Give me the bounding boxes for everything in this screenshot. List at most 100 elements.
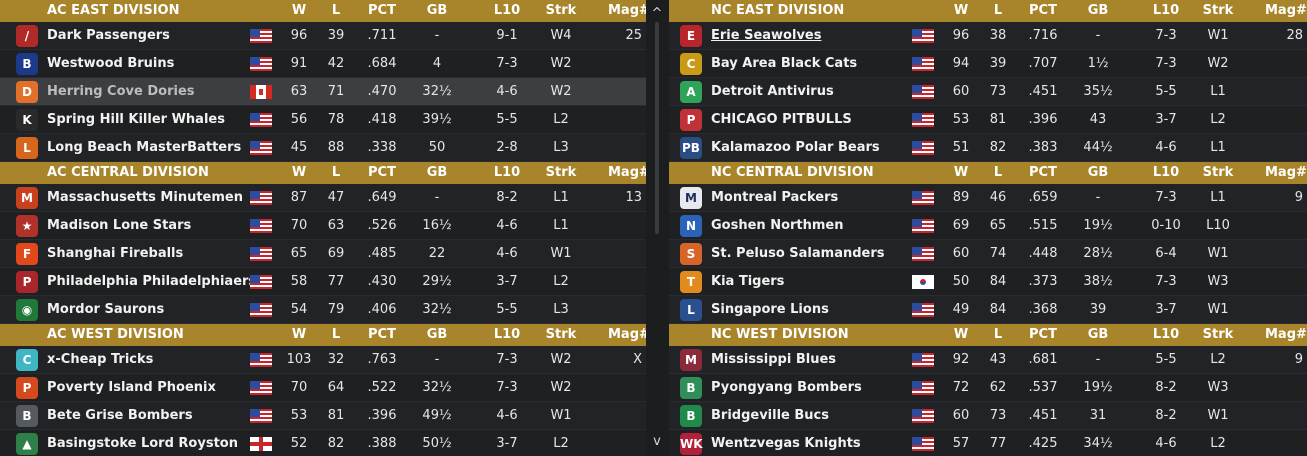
team-name[interactable]: Long Beach MasterBatters (47, 140, 242, 155)
column-header-w[interactable]: W (953, 327, 969, 342)
column-header-l10[interactable]: L10 (1152, 327, 1180, 342)
team-name[interactable]: Bay Area Black Cats (711, 56, 858, 71)
column-header-l10[interactable]: L10 (493, 327, 521, 342)
team-row[interactable]: WK Wentzvegas Knights 57 77 .425 34½ 4-6 L2 (669, 430, 1307, 456)
column-header-strk[interactable]: Strk (1202, 3, 1234, 18)
column-header-l[interactable]: L (993, 327, 1003, 342)
column-header-pct[interactable]: PCT (368, 165, 396, 180)
column-header-l[interactable]: L (331, 327, 341, 342)
team-row[interactable]: M Mississippi Blues 92 43 .681 - 5-5 L2 9 (669, 346, 1307, 374)
team-row[interactable]: / Dark Passengers 96 39 .711 - 9-1 W4 25 (0, 22, 646, 50)
column-header-l10[interactable]: L10 (493, 3, 521, 18)
team-row[interactable]: S St. Peluso Salamanders 60 74 .448 28½ 6-4 W1 (669, 240, 1307, 268)
team-row[interactable]: ◉ Mordor Saurons 54 79 .406 32½ 5-5 L3 (0, 296, 646, 324)
team-name[interactable]: Dark Passengers (47, 28, 170, 43)
team-row[interactable]: D Herring Cove Dories 63 71 .470 32½ 4-6 W2 (0, 78, 646, 106)
column-header-strk[interactable]: Strk (545, 165, 577, 180)
column-header-pct[interactable]: PCT (1029, 165, 1057, 180)
team-row[interactable]: L Long Beach MasterBatters 45 88 .338 50 2-8 L3 (0, 134, 646, 162)
column-header-l10[interactable]: L10 (1152, 165, 1180, 180)
team-row[interactable]: PB Kalamazoo Polar Bears 51 82 .383 44½ 4-6 L1 (669, 134, 1307, 162)
team-row[interactable]: B Bridgeville Bucs 60 73 .451 31 8-2 W1 (669, 402, 1307, 430)
column-header-gb[interactable]: GB (1087, 327, 1109, 342)
column-header-w[interactable]: W (953, 165, 969, 180)
column-header-strk[interactable]: Strk (545, 3, 577, 18)
column-header-l10[interactable]: L10 (493, 165, 521, 180)
column-header-w[interactable]: W (291, 327, 307, 342)
column-header-strk[interactable]: Strk (1202, 327, 1234, 342)
team-name[interactable]: Westwood Bruins (47, 56, 175, 71)
team-name[interactable]: Shanghai Fireballs (47, 246, 184, 261)
team-name[interactable]: Mordor Saurons (47, 302, 165, 317)
scroll-down-icon[interactable]: v (653, 434, 661, 449)
scrollbar-thumb[interactable] (655, 22, 659, 234)
team-name[interactable]: Spring Hill Killer Whales (47, 112, 225, 127)
team-row[interactable]: B Westwood Bruins 91 42 .684 4 7-3 W2 (0, 50, 646, 78)
team-name[interactable]: Erie Seawolves (711, 28, 822, 43)
team-row[interactable]: E Erie Seawolves 96 38 .716 - 7-3 W1 28 (669, 22, 1307, 50)
team-name[interactable]: Massachusetts Minutemen (47, 190, 243, 205)
team-row[interactable]: B Pyongyang Bombers 72 62 .537 19½ 8-2 W3 (669, 374, 1307, 402)
team-name[interactable]: Montreal Packers (711, 190, 839, 205)
team-row[interactable]: M Montreal Packers 89 46 .659 - 7-3 L1 9 (669, 184, 1307, 212)
team-name[interactable]: Pyongyang Bombers (711, 380, 862, 395)
column-header-mag[interactable]: Mag# (1265, 3, 1307, 18)
column-header-w[interactable]: W (291, 3, 307, 18)
team-row[interactable]: K Spring Hill Killer Whales 56 78 .418 39½ 5-5… (0, 106, 646, 134)
team-row[interactable]: P Philadelphia Philadelphiaers 58 77 .430 29½… (0, 268, 646, 296)
column-header-l[interactable]: L (993, 3, 1003, 18)
column-header-pct[interactable]: PCT (368, 3, 396, 18)
team-row[interactable]: A Detroit Antivirus 60 73 .451 35½ 5-5 L1 (669, 78, 1307, 106)
team-name[interactable]: Madison Lone Stars (47, 218, 192, 233)
team-name[interactable]: x-Cheap Tricks (47, 352, 154, 367)
column-header-pct[interactable]: PCT (368, 327, 396, 342)
column-header-gb[interactable]: GB (426, 3, 448, 18)
team-row[interactable]: C Bay Area Black Cats 94 39 .707 1½ 7-3 W2 (669, 50, 1307, 78)
team-name[interactable]: Herring Cove Dories (47, 84, 195, 99)
column-header-mag[interactable]: Mag# (1265, 165, 1307, 180)
column-header-w[interactable]: W (291, 165, 307, 180)
team-name[interactable]: Philadelphia Philadelphiaers (47, 274, 257, 289)
team-name[interactable]: Singapore Lions (711, 302, 829, 317)
team-name[interactable]: Wentzvegas Knights (711, 436, 861, 451)
column-header-strk[interactable]: Strk (545, 327, 577, 342)
column-header-gb[interactable]: GB (426, 327, 448, 342)
scroll-up-icon[interactable]: ^ (651, 6, 663, 21)
column-header-mag[interactable]: Mag# (608, 327, 650, 342)
team-row[interactable]: ▲ Basingstoke Lord Royston 52 82 .388 50½ 3-7 L… (0, 430, 646, 456)
team-row[interactable]: M Massachusetts Minutemen 87 47 .649 - 8-2 L1 13 (0, 184, 646, 212)
team-name[interactable]: Detroit Antivirus (711, 84, 834, 99)
team-name[interactable]: CHICAGO PITBULLS (711, 112, 852, 127)
column-header-l[interactable]: L (331, 3, 341, 18)
column-header-mag[interactable]: Mag# (1265, 327, 1307, 342)
team-name[interactable]: Bete Grise Bombers (47, 408, 193, 423)
team-row[interactable]: N Goshen Northmen 69 65 .515 19½ 0-10 L10 (669, 212, 1307, 240)
team-name[interactable]: Bridgeville Bucs (711, 408, 829, 423)
team-name[interactable]: Goshen Northmen (711, 218, 844, 233)
column-header-l10[interactable]: L10 (1152, 3, 1180, 18)
team-row[interactable]: P CHICAGO PITBULLS 53 81 .396 43 3-7 L2 (669, 106, 1307, 134)
team-row[interactable]: P Poverty Island Phoenix 70 64 .522 32½ 7-3 W2 (0, 374, 646, 402)
column-header-l[interactable]: L (993, 165, 1003, 180)
column-header-pct[interactable]: PCT (1029, 327, 1057, 342)
column-header-l[interactable]: L (331, 165, 341, 180)
team-name[interactable]: Poverty Island Phoenix (47, 380, 216, 395)
column-header-gb[interactable]: GB (1087, 165, 1109, 180)
team-name[interactable]: Mississippi Blues (711, 352, 837, 367)
scrollbar[interactable]: ^ v (646, 0, 668, 456)
team-row[interactable]: L Singapore Lions 49 84 .368 39 3-7 W1 (669, 296, 1307, 324)
column-header-w[interactable]: W (953, 3, 969, 18)
team-row[interactable]: B Bete Grise Bombers 53 81 .396 49½ 4-6 W1 (0, 402, 646, 430)
team-name[interactable]: Basingstoke Lord Royston (47, 436, 238, 451)
column-header-gb[interactable]: GB (426, 165, 448, 180)
column-header-pct[interactable]: PCT (1029, 3, 1057, 18)
team-row[interactable]: T Kia Tigers 50 84 .373 38½ 7-3 W3 (669, 268, 1307, 296)
team-name[interactable]: Kalamazoo Polar Bears (711, 140, 880, 155)
team-row[interactable]: F Shanghai Fireballs 65 69 .485 22 4-6 W1 (0, 240, 646, 268)
column-header-mag[interactable]: Mag# (608, 3, 650, 18)
team-name[interactable]: Kia Tigers (711, 274, 785, 289)
team-name[interactable]: St. Peluso Salamanders (711, 246, 885, 261)
column-header-strk[interactable]: Strk (1202, 165, 1234, 180)
column-header-mag[interactable]: Mag# (608, 165, 650, 180)
